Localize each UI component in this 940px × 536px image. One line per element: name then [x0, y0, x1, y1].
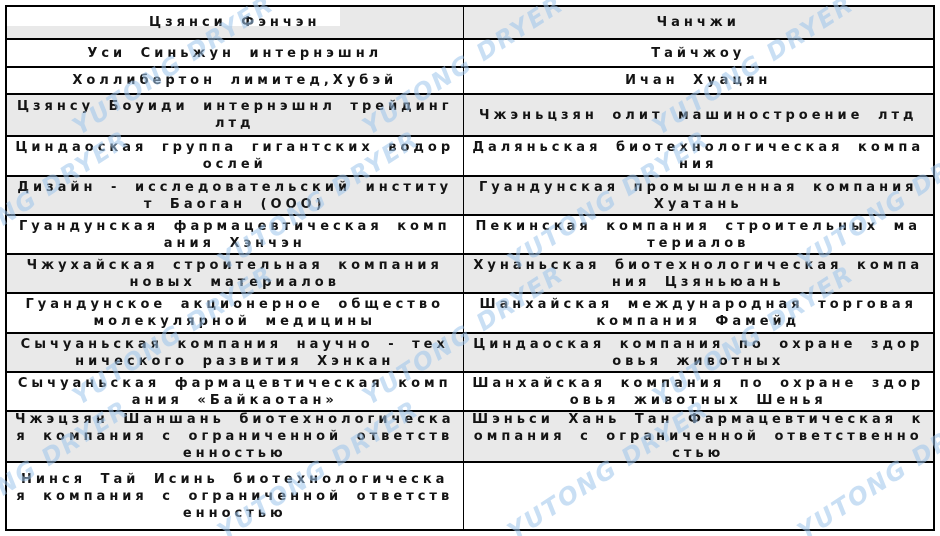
- company-cell-right: Шанхайская компания по охране здоровья ж…: [464, 373, 933, 410]
- table-row: Цзянсу Боуиди интернэшнл трейдинг лтд Чжэ…: [7, 93, 933, 135]
- table-row: Чжэцзян Шаншань биотехнологическая компа…: [7, 410, 933, 461]
- company-cell-left: Холлибертон лимитед,Хубэй: [7, 68, 464, 93]
- company-cell-right: Гуандунская промышленная компания Хуатан…: [463, 177, 933, 214]
- company-cell-left: Гуандунское акционерное общество молекул…: [7, 294, 464, 332]
- table-row: Нинся Тай Исинь биотехнологическая компа…: [7, 461, 933, 529]
- company-name-text: Шанхайская компания по охране здоровья ж…: [472, 375, 925, 408]
- company-name-text: Цзянсу Боуиди интернэшнл трейдинг лтд: [16, 99, 453, 131]
- company-cell-left: Чжэцзян Шаншань биотехнологическая компа…: [7, 412, 464, 461]
- company-name-text: Чжэцзян Шаншань биотехнологическая компа…: [15, 412, 455, 461]
- company-name-text: Гуандунское акционерное общество молекул…: [25, 297, 444, 329]
- company-name-text: Цзянси Фэнчэн: [149, 15, 321, 30]
- company-name-text: Гуандунская промышленная компания Хуатан…: [478, 179, 918, 212]
- table-row: Сычуаньская фармацевтическая компания «Б…: [7, 371, 933, 410]
- company-cell-left: Сычуаньская фармацевтическая компания «Б…: [7, 373, 464, 410]
- company-name-text: Сычуаньская компания научно - техническо…: [20, 336, 449, 369]
- company-name-text: Сычуаньская фармацевтическая компания «Б…: [17, 375, 452, 408]
- company-cell-left: Сычуаньская компания научно - техническо…: [7, 334, 464, 371]
- company-name-text: Нинся Тай Исинь биотехнологическая компа…: [16, 471, 454, 521]
- table-row: Гуандунская фармацевтическая компания Хэ…: [7, 214, 933, 253]
- company-table: Цзянси Фэнчэн Чанчжи Уси Синьжун интернэшн…: [5, 5, 935, 531]
- company-name-text: Чжухайская строительная компания новых м…: [26, 257, 443, 290]
- company-name-text: Гуандунская фармацевтическая компания Хэ…: [18, 218, 451, 251]
- company-name-text: Шанхайская международная торговая компан…: [479, 297, 918, 329]
- company-name-text: Чанчжи: [656, 15, 740, 30]
- table-row: Сычуаньская компания научно - техническо…: [7, 332, 933, 371]
- company-cell-left: Цзянси Фэнчэн: [7, 7, 464, 38]
- table-row: Гуандунское акционерное общество молекул…: [7, 292, 933, 332]
- company-cell-right: Шанхайская международная торговая компан…: [464, 294, 933, 332]
- company-name-text: Ичан Хуацян: [625, 73, 772, 88]
- company-cell-left: Чжухайская строительная компания новых м…: [7, 255, 464, 292]
- table-row: Цзянси Фэнчэн Чанчжи: [7, 7, 933, 38]
- table-row: Чжухайская строительная компания новых м…: [7, 253, 933, 292]
- company-cell-left: Уси Синьжун интернэшнл: [7, 40, 464, 66]
- company-cell-right: Хунаньская биотехнологическая компания Ц…: [463, 255, 933, 292]
- company-cell-right: Даляньская биотехнологическая компания: [464, 137, 933, 175]
- company-name-text: Тайчжоу: [651, 45, 746, 61]
- company-name-text: Уси Синьжун интернэшнл: [87, 45, 383, 61]
- company-cell-right: Ичан Хуацян: [464, 68, 933, 93]
- company-cell-right: [464, 463, 933, 529]
- company-cell-right: Тайчжоу: [464, 40, 933, 66]
- company-name-text: Чжэньцзян олит машиностроение лтд: [478, 107, 918, 123]
- company-name-text: Циндаоская компания по охране здоровья ж…: [473, 336, 924, 369]
- company-name-text: Холлибертон лимитед,Хубэй: [72, 73, 398, 88]
- company-cell-right: Шэньси Хань Тан Фармацевтическая компани…: [463, 412, 933, 461]
- company-name-text: Пекинская компания строительных материал…: [475, 218, 922, 251]
- company-cell-left: Нинся Тай Исинь биотехнологическая компа…: [7, 463, 464, 529]
- company-name-text: Хунаньская биотехнологическая компания Ц…: [473, 257, 924, 290]
- company-cell-right: Циндаоская компания по охране здоровья ж…: [463, 334, 933, 371]
- company-name-text: Циндаоская группа гигантских водорослей: [15, 140, 455, 172]
- company-cell-right: Чанчжи: [463, 7, 933, 38]
- table-row: Уси Синьжун интернэшнл Тайчжоу: [7, 38, 933, 66]
- table-row: Циндаоская группа гигантских водорослей Д…: [7, 135, 933, 175]
- company-cell-left: Цзянсу Боуиди интернэшнл трейдинг лтд: [7, 95, 464, 135]
- company-cell-left: Дизайн - исследовательский институт Баог…: [7, 177, 464, 214]
- company-name-text: Шэньси Хань Тан Фармацевтическая компани…: [472, 412, 925, 461]
- company-name-text: Даляньская биотехнологическая компания: [472, 140, 925, 172]
- company-cell-left: Гуандунская фармацевтическая компания Хэ…: [7, 216, 464, 253]
- company-cell-left: Циндаоская группа гигантских водорослей: [7, 137, 464, 175]
- table-row: Холлибертон лимитед,Хубэй Ичан Хуацян: [7, 66, 933, 93]
- company-cell-right: Чжэньцзян олит машиностроение лтд: [463, 95, 933, 135]
- company-cell-right: Пекинская компания строительных материал…: [464, 216, 933, 253]
- company-name-text: Дизайн - исследовательский институт Баог…: [17, 179, 453, 212]
- table-row: Дизайн - исследовательский институт Баог…: [7, 175, 933, 214]
